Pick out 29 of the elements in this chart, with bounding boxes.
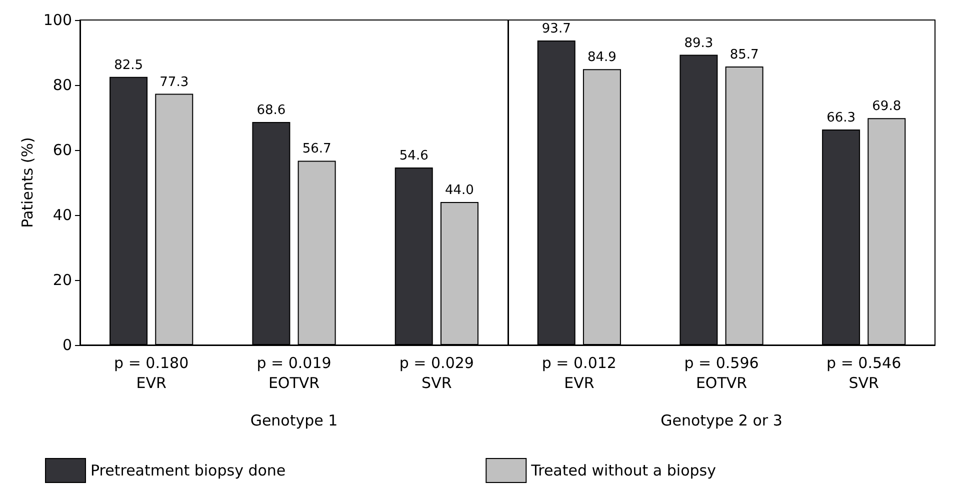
legend-label: Treated without a biopsy [530, 462, 716, 480]
data-label: 93.7 [542, 21, 571, 36]
data-label: 66.3 [826, 110, 856, 126]
x-axis-title: Genotype 2 or 3 [660, 412, 782, 430]
x-tick-label: p = 0.029 SVR [399, 354, 474, 392]
y-axis-title: Patients (%) [18, 137, 36, 228]
x-tick-label: p = 0.012 EVR [542, 354, 616, 392]
y-tick-label: 20 [52, 271, 72, 289]
data-label: 56.7 [302, 142, 332, 157]
x-tick-label: p = 0.596 EOTVR [684, 354, 759, 392]
y-tick-label: 100 [43, 11, 72, 29]
data-label: 68.6 [256, 103, 286, 118]
data-label: 44.0 [444, 183, 474, 198]
x-tick-label: p = 0.019 EOTVR [256, 354, 332, 392]
x-tick-label: p = 0.180 EVR [114, 354, 189, 392]
y-tick-label: 80 [52, 76, 72, 94]
y-tick-label: 60 [52, 141, 72, 159]
data-label: 84.9 [587, 50, 616, 66]
data-label: 69.8 [872, 99, 902, 114]
data-label: 77.3 [160, 74, 189, 90]
x-axis-title: Genotype 1 [250, 412, 338, 430]
data-label: 89.3 [684, 36, 714, 51]
legend-label: Pretreatment biopsy done [90, 462, 286, 480]
x-tick-label: p = 0.546 SVR [826, 354, 902, 392]
y-tick-label: 0 [62, 336, 72, 354]
data-label: 54.6 [399, 148, 428, 164]
data-label: 85.7 [730, 47, 759, 62]
y-tick-label: 40 [52, 206, 72, 224]
data-label: 82.5 [114, 58, 144, 73]
